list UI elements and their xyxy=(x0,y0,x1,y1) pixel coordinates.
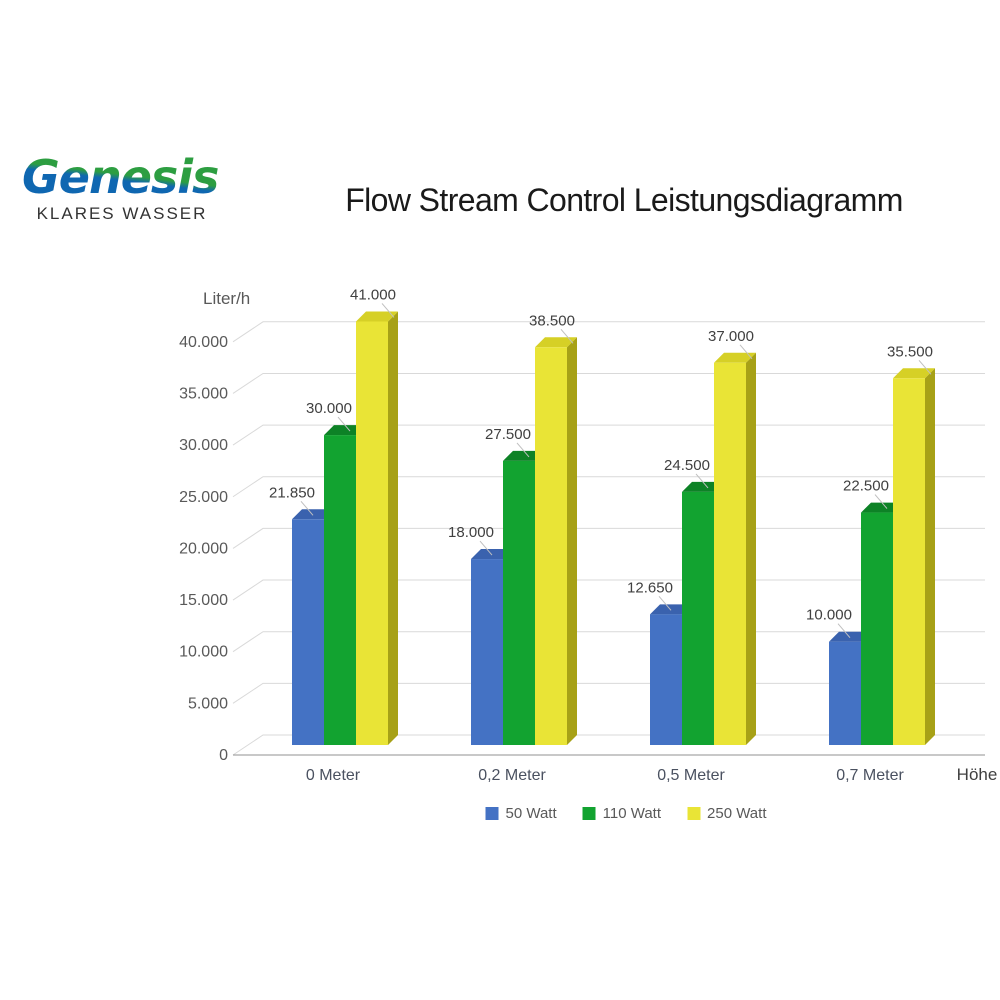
bar-250-watt xyxy=(356,321,388,745)
data-label-250-watt: 35.500 xyxy=(887,343,933,360)
legend-swatch-250-watt xyxy=(687,807,701,820)
y-tick-label: 40.000 xyxy=(179,334,228,351)
bar-50-watt xyxy=(829,641,861,745)
x-axis-title: Höhe xyxy=(957,765,998,784)
bar-110-watt xyxy=(503,460,535,745)
legend-item-250-watt: 250 Watt xyxy=(687,805,766,822)
y-tick-label: 0 xyxy=(219,747,228,764)
data-label-50-watt: 12.650 xyxy=(627,579,673,596)
y-axis-title: Liter/h xyxy=(203,289,250,308)
x-category-label: 0,5 Meter xyxy=(657,767,725,784)
bar-side-250-watt xyxy=(567,337,577,745)
bar-250-watt xyxy=(535,347,567,745)
logo-subtitle-text: KLARES WASSER xyxy=(36,203,208,223)
data-label-110-watt: 22.500 xyxy=(843,478,889,495)
bar-250-watt xyxy=(893,378,925,745)
y-tick-label: 5.000 xyxy=(188,695,228,712)
data-label-leader xyxy=(381,303,395,318)
data-label-leader xyxy=(918,359,932,375)
bar-side-250-watt xyxy=(925,368,935,745)
y-tick-label: 35.000 xyxy=(179,385,228,402)
chart-title: Flow Stream Control Leistungsdiagramm xyxy=(345,182,903,218)
legend-swatch-50-watt xyxy=(485,807,499,820)
y-tick-label: 25.000 xyxy=(179,489,228,506)
bar-top-110-watt xyxy=(503,450,545,461)
bar-110-watt xyxy=(324,435,356,745)
data-label-leader xyxy=(695,473,709,489)
y-tick-label: 20.000 xyxy=(179,540,228,557)
genesis-logo: Genesis KLARES WASSER xyxy=(22,152,234,224)
y-tick-label: 30.000 xyxy=(179,437,228,454)
bar-110-watt xyxy=(682,491,714,745)
bar-top-110-watt xyxy=(861,502,903,513)
data-label-110-watt: 24.500 xyxy=(664,457,710,474)
chart-legend: 50 Watt 110 Watt 250 Watt xyxy=(485,805,766,822)
bar-top-250-watt xyxy=(535,337,577,348)
legend-label-110-watt: 110 Watt xyxy=(602,805,662,822)
data-label-110-watt: 30.000 xyxy=(306,400,352,417)
data-label-50-watt: 21.850 xyxy=(269,484,315,501)
data-label-leader xyxy=(560,328,574,344)
data-label-50-watt: 10.000 xyxy=(806,607,852,624)
bar-top-50-watt xyxy=(650,604,692,615)
data-label-250-watt: 37.000 xyxy=(708,328,754,345)
x-category-label: 0 Meter xyxy=(306,767,361,784)
legend-item-50-watt: 50 Watt xyxy=(485,805,557,822)
bar-side-250-watt xyxy=(746,352,756,745)
bar-top-110-watt xyxy=(324,425,366,436)
data-label-250-watt: 38.500 xyxy=(529,312,575,329)
bar-top-50-watt xyxy=(829,631,871,642)
legend-label-50-watt: 50 Watt xyxy=(505,805,557,822)
bar-top-110-watt xyxy=(682,481,724,492)
bar-50-watt xyxy=(471,559,503,745)
data-label-leader xyxy=(658,596,672,611)
bar-side-250-watt xyxy=(388,311,398,745)
data-label-leader xyxy=(837,623,851,639)
bar-top-250-watt xyxy=(714,352,756,363)
legend-swatch-110-watt xyxy=(582,807,596,820)
x-category-label: 0,2 Meter xyxy=(478,767,546,784)
y-tick-label: 15.000 xyxy=(179,592,228,609)
data-label-250-watt: 41.000 xyxy=(350,286,396,303)
grid-line xyxy=(232,321,985,343)
data-label-leader xyxy=(516,442,530,458)
bar-110-watt xyxy=(861,512,893,745)
legend-label-250-watt: 250 Watt xyxy=(707,805,767,822)
bar-top-50-watt xyxy=(471,549,513,560)
data-label-leader xyxy=(874,494,888,509)
data-label-leader xyxy=(300,500,314,516)
data-label-50-watt: 18.000 xyxy=(448,524,494,541)
data-label-leader xyxy=(479,540,493,556)
data-label-leader xyxy=(337,416,351,432)
bar-250-watt xyxy=(714,362,746,745)
data-label-110-watt: 27.500 xyxy=(485,426,531,443)
bar-top-250-watt xyxy=(893,368,935,379)
x-category-label: 0,7 Meter xyxy=(836,767,904,784)
data-label-leader xyxy=(739,344,753,360)
bar-50-watt xyxy=(292,519,324,745)
bar-50-watt xyxy=(650,614,682,745)
y-tick-label: 10.000 xyxy=(179,644,228,661)
legend-item-110-watt: 110 Watt xyxy=(582,805,662,822)
bar-top-50-watt xyxy=(292,509,334,520)
logo-brand-text: Genesis xyxy=(22,152,222,203)
grid-line xyxy=(232,372,985,394)
bar-top-250-watt xyxy=(356,311,398,322)
